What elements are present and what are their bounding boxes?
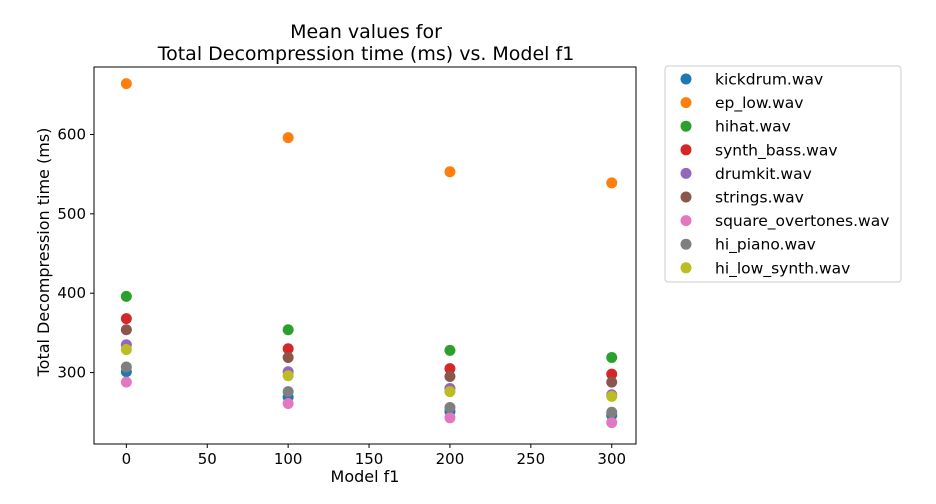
legend-label: synth_bass.wav: [715, 141, 838, 160]
legend-marker: [680, 167, 692, 179]
data-point: [444, 386, 456, 398]
data-point: [120, 313, 132, 325]
legend-label: ep_low.wav: [715, 94, 803, 113]
data-point: [444, 401, 456, 413]
data-point: [120, 376, 132, 388]
data-point: [120, 290, 132, 302]
y-tick-label: 500: [57, 205, 86, 223]
y-tick-label: 300: [57, 364, 86, 382]
legend-marker: [680, 73, 692, 85]
chart-title-line2: Total Decompression time (ms) vs. Model …: [157, 43, 575, 65]
data-point: [120, 324, 132, 336]
x-tick-label: 300: [597, 450, 626, 468]
data-point: [282, 132, 294, 144]
legend-label: square_overtones.wav: [715, 212, 889, 231]
x-tick-label: 100: [274, 450, 303, 468]
data-point: [444, 344, 456, 356]
x-tick-label: 0: [122, 450, 132, 468]
data-point: [606, 376, 618, 388]
legend-label: hi_piano.wav: [715, 236, 816, 255]
data-point: [606, 406, 618, 418]
legend-label: drumkit.wav: [715, 165, 812, 183]
data-point: [120, 361, 132, 373]
x-axis-ticks: 0 50 100 150 200 250 300: [122, 444, 626, 468]
data-point: [606, 177, 618, 189]
plot-area-frame: [93, 66, 637, 445]
legend-label: strings.wav: [715, 189, 804, 207]
data-point: [606, 368, 618, 380]
x-tick-label: 150: [355, 450, 384, 468]
legend: kickdrum.wav ep_low.wav hihat.wav synth_bas…: [664, 65, 902, 283]
legend-marker: [680, 238, 692, 250]
data-point: [282, 370, 294, 382]
data-point: [282, 324, 294, 336]
legend-marker: [680, 144, 692, 156]
x-tick-label: 250: [517, 450, 546, 468]
data-point: [606, 417, 618, 429]
chart-title-line1: Mean values for: [290, 21, 442, 43]
data-point: [282, 343, 294, 355]
data-point: [444, 363, 456, 375]
x-axis-label: Model f1: [331, 467, 400, 486]
data-points: [120, 78, 618, 429]
legend-label: hihat.wav: [715, 118, 791, 136]
x-tick-label: 50: [198, 450, 217, 468]
data-point: [444, 166, 456, 178]
y-tick-label: 400: [57, 284, 86, 302]
legend-frame: [664, 65, 902, 283]
legend-marker: [680, 262, 692, 274]
y-axis-label: Total Decompression time (ms): [34, 128, 53, 378]
legend-marker: [680, 215, 692, 227]
legend-label: hi_low_synth.wav: [715, 259, 850, 278]
x-tick-label: 200: [436, 450, 465, 468]
data-point: [444, 412, 456, 424]
legend-marker: [680, 97, 692, 109]
legend-label: kickdrum.wav: [715, 71, 823, 89]
legend-marker: [680, 120, 692, 132]
data-point: [606, 390, 618, 402]
data-point: [120, 78, 132, 90]
y-axis-ticks: 300 400 500 600: [57, 125, 94, 382]
data-point: [444, 371, 456, 383]
data-point: [120, 344, 132, 356]
data-point: [282, 386, 294, 398]
y-tick-label: 600: [57, 125, 86, 143]
legend-marker: [680, 191, 692, 203]
data-point: [606, 351, 618, 363]
data-point: [282, 351, 294, 363]
data-point: [282, 398, 294, 410]
